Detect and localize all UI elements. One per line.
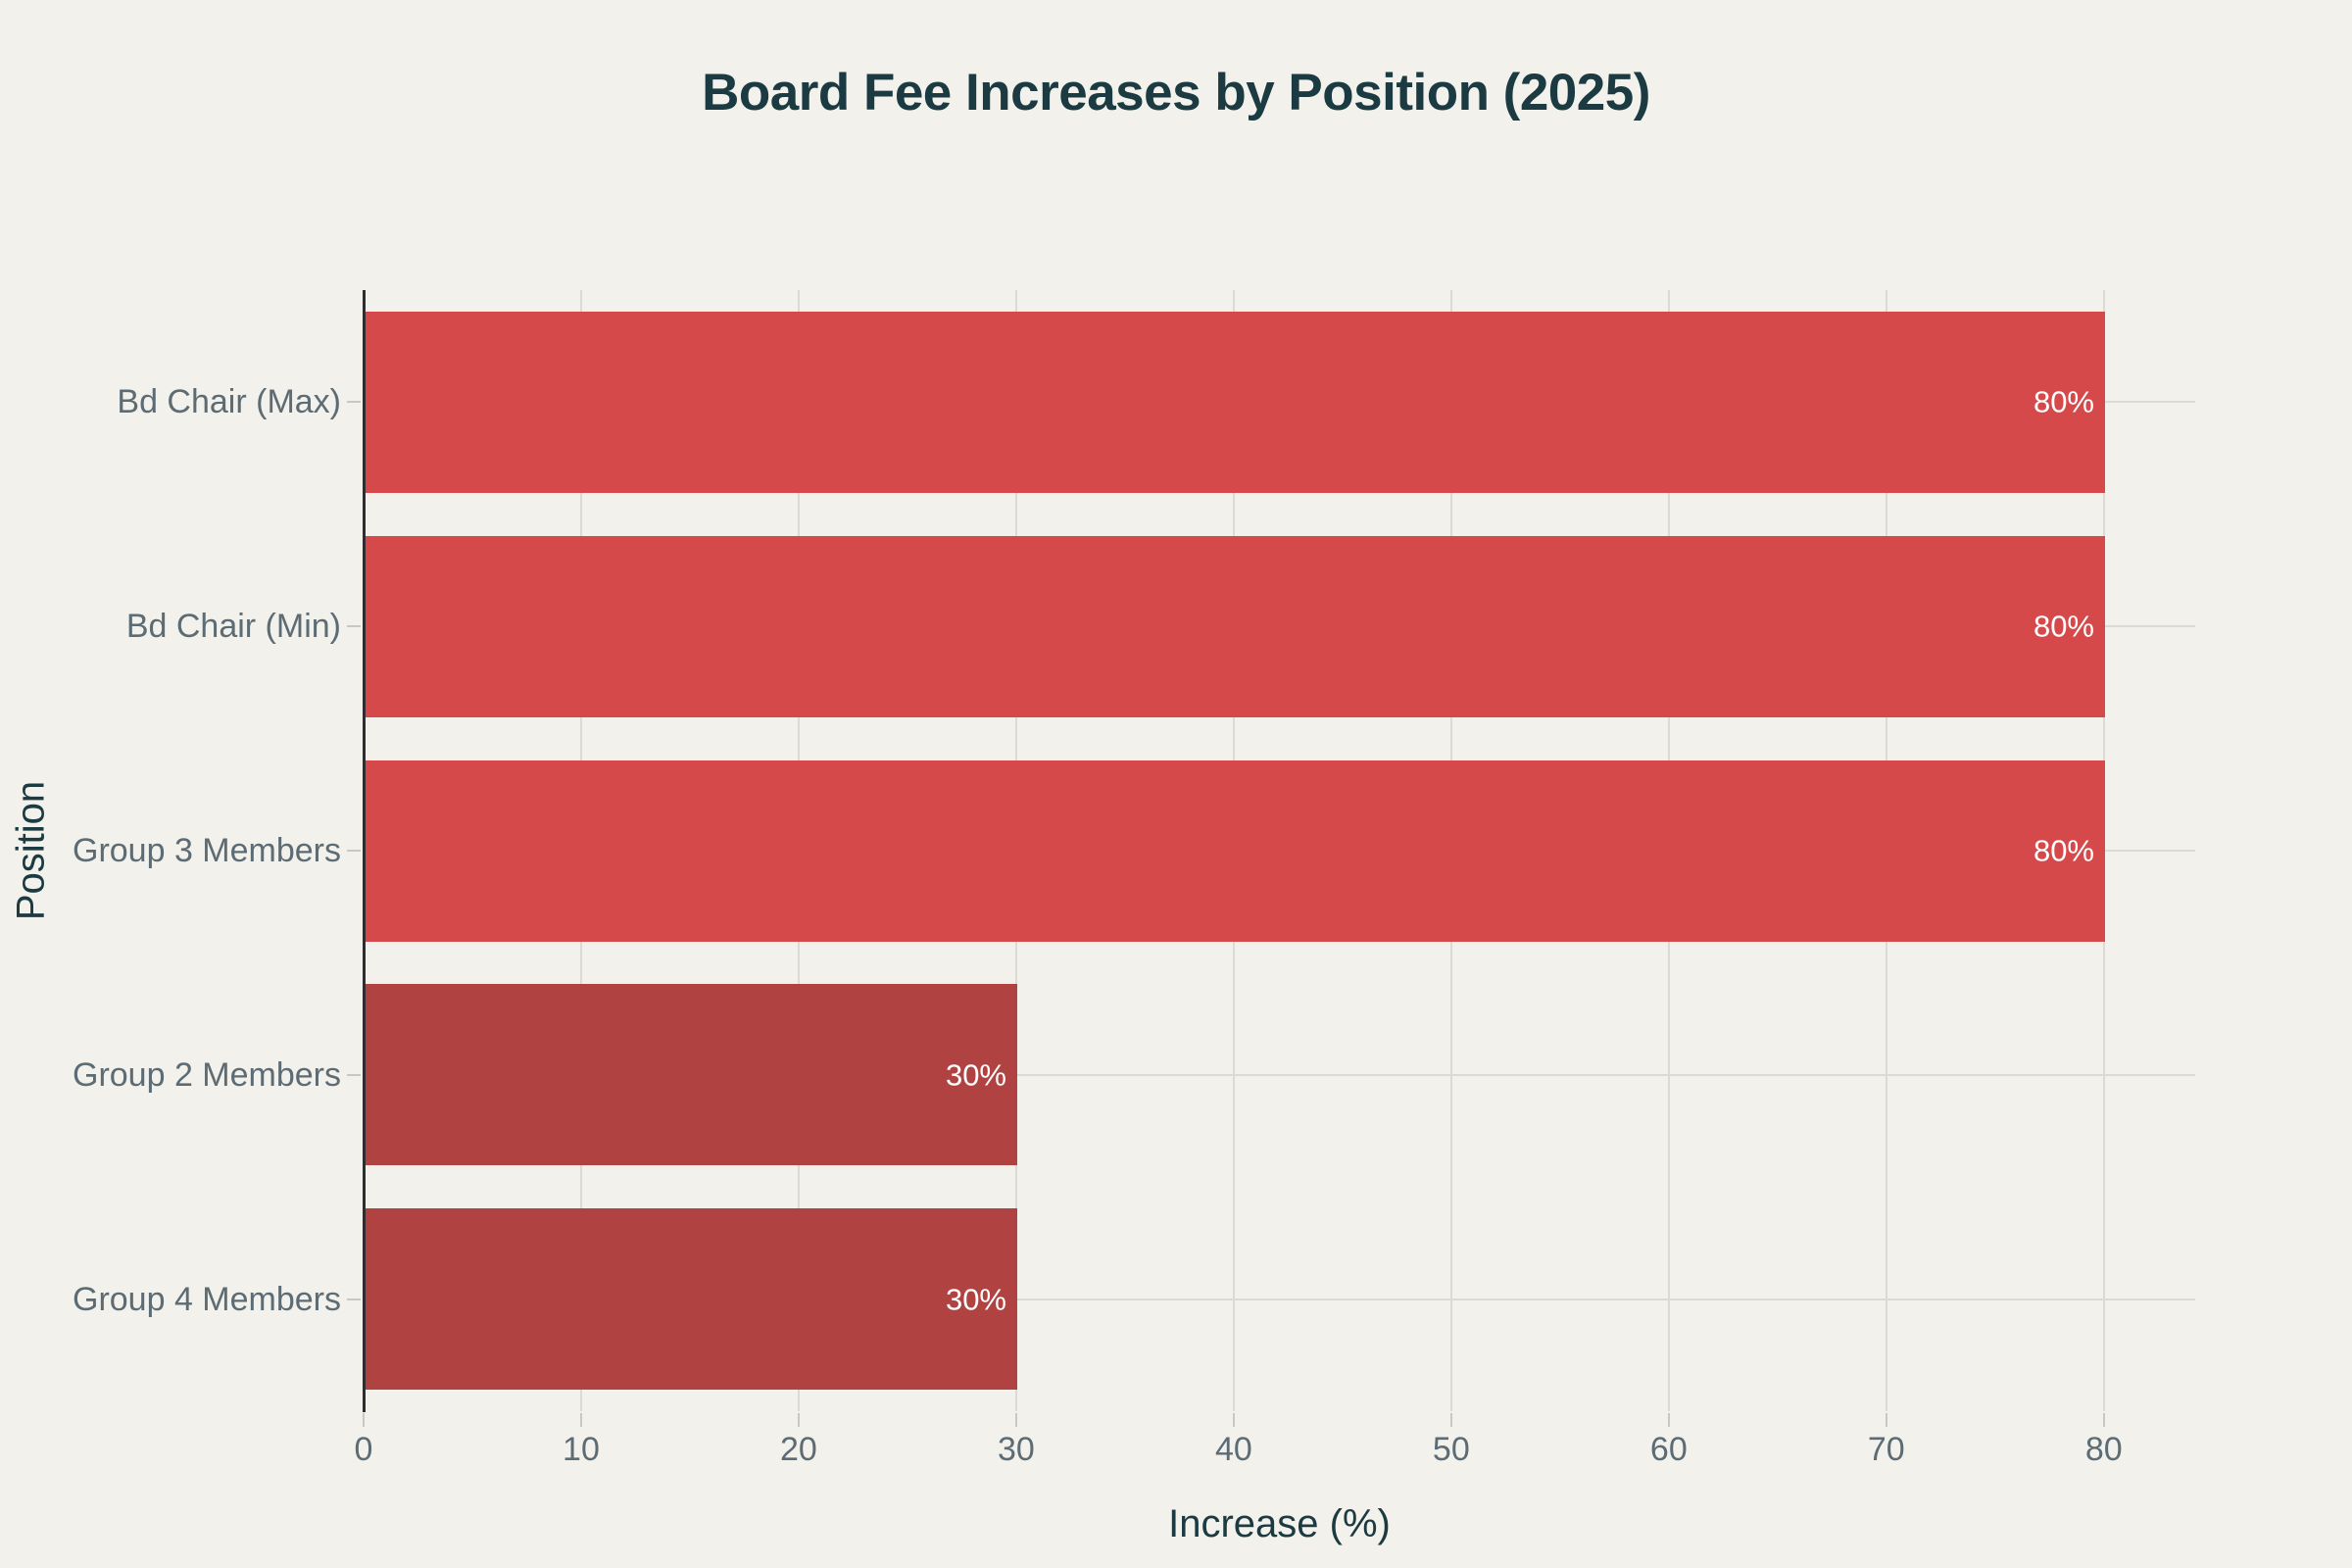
x-tick-label-70: 70 (1867, 1431, 1905, 1468)
x-tick-label-60: 60 (1649, 1431, 1688, 1468)
y-tick-mark-group-2-members (347, 1073, 361, 1076)
x-tick-mark-0 (363, 1413, 365, 1427)
horizontal-gridline-group-4-members (364, 1298, 2195, 1300)
bar-bd-chair-min (365, 536, 2105, 717)
x-tick-label-80: 80 (2084, 1431, 2123, 1468)
chart-title: Board Fee Increases by Position (2025) (702, 64, 1650, 122)
bar-value-label-group-4-members: 30% (945, 1282, 1006, 1317)
y-tick-mark-bd-chair-max (347, 401, 361, 404)
x-tick-mark-50 (1449, 1413, 1452, 1427)
x-tick-mark-30 (1014, 1413, 1017, 1427)
bar-value-label-bd-chair-min: 80% (2033, 609, 2094, 644)
x-tick-mark-40 (1232, 1413, 1235, 1427)
bar-bd-chair-max (365, 312, 2105, 493)
y-tick-label-bd-chair-max: Bd Chair (Max) (117, 383, 341, 421)
x-axis-title: Increase (%) (1168, 1502, 1391, 1545)
x-tick-label-50: 50 (1432, 1431, 1470, 1468)
x-tick-label-20: 20 (780, 1431, 817, 1468)
horizontal-gridline-group-2-members (364, 1073, 2195, 1076)
x-tick-mark-80 (2102, 1413, 2105, 1427)
y-tick-mark-group-3-members (347, 850, 361, 852)
x-tick-label-40: 40 (1214, 1431, 1252, 1468)
y-tick-mark-bd-chair-min (347, 625, 361, 628)
bar-value-label-group-2-members: 30% (945, 1057, 1006, 1093)
y-tick-label-group-2-members: Group 2 Members (73, 1055, 341, 1094)
bar-value-label-group-3-members: 80% (2033, 833, 2094, 868)
bar-value-label-bd-chair-max: 80% (2033, 384, 2094, 419)
y-tick-label-group-4-members: Group 4 Members (73, 1280, 341, 1318)
x-tick-mark-70 (1885, 1413, 1887, 1427)
bar-group-3-members (365, 760, 2105, 942)
x-tick-mark-60 (1667, 1413, 1670, 1427)
x-tick-mark-20 (797, 1413, 800, 1427)
x-tick-label-10: 10 (563, 1431, 600, 1468)
y-tick-mark-group-4-members (347, 1298, 361, 1300)
x-tick-label-0: 0 (354, 1431, 373, 1468)
y-tick-label-bd-chair-min: Bd Chair (Min) (125, 608, 341, 646)
bar-group-4-members (365, 1208, 1017, 1390)
y-tick-label-group-3-members: Group 3 Members (73, 832, 341, 869)
bar-group-2-members (365, 984, 1017, 1165)
y-axis-spine (363, 290, 366, 1412)
x-tick-mark-10 (579, 1413, 582, 1427)
x-tick-label-30: 30 (997, 1431, 1035, 1468)
